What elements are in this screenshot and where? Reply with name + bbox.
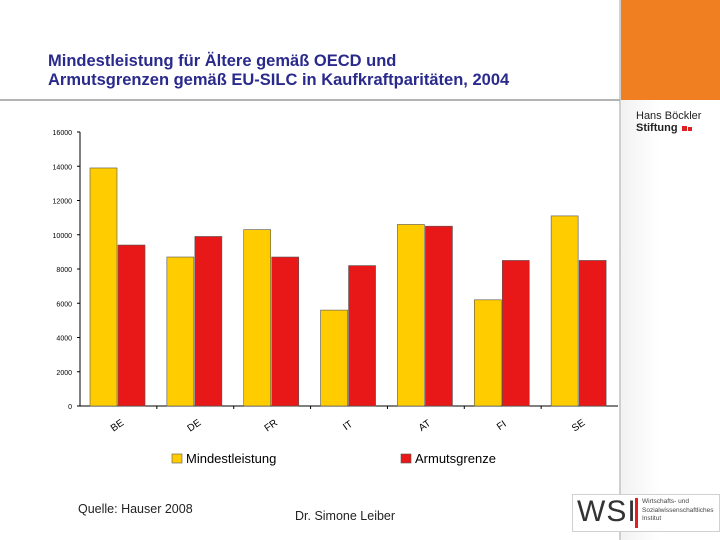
legend-swatch-armutsgrenze: [400, 453, 412, 464]
logo-square-icon: [681, 126, 687, 131]
logo-square-small-icon: [687, 127, 692, 131]
bar-mindestleistung-se: [550, 215, 579, 407]
bar-armutsgrenze-be: [117, 244, 146, 407]
footer-source: Quelle: Hauser 2008: [78, 502, 193, 516]
wsi-logo-bar: [635, 498, 638, 528]
slide-title: Mindestleistung für Ältere gemäß OECD un…: [48, 52, 618, 90]
bar-mindestleistung-de: [166, 256, 195, 407]
y-tick-label: 10000: [53, 233, 73, 240]
legend-label-armutsgrenze: Armutsgrenze: [415, 451, 496, 466]
x-tick-label: IT: [341, 419, 355, 433]
x-tick-label: BE: [109, 417, 127, 434]
y-tick-label: 4000: [56, 336, 72, 343]
wsi-logo-letters: WSI: [577, 495, 637, 528]
y-tick-label: 16000: [53, 130, 73, 137]
y-tick-label: 8000: [56, 267, 72, 274]
x-tick-label: AT: [417, 418, 433, 434]
bar-armutsgrenze-se: [578, 260, 607, 407]
y-tick-label: 6000: [56, 301, 72, 308]
y-tick-label: 12000: [53, 199, 73, 206]
y-tick-label: 0: [68, 404, 72, 411]
y-tick-label: 2000: [56, 370, 72, 377]
bar-armutsgrenze-fi: [501, 260, 530, 407]
bar-armutsgrenze-at: [425, 225, 453, 407]
wsi-logo: WSI Wirtschafts- und Sozialwissenschaftl…: [572, 494, 720, 532]
footer-author: Dr. Simone Leiber: [295, 509, 396, 523]
slide-title-line-1: Mindestleistung für Ältere gemäß OECD un…: [48, 52, 397, 70]
slide-title-line-2: Armutsgrenzen gemäß EU-SILC in Kaufkraft…: [48, 71, 510, 89]
vertical-divider: [619, 0, 621, 540]
bar-armutsgrenze-fr: [271, 256, 300, 407]
hans-boeckler-logo-line2: Stiftung: [636, 122, 678, 134]
wsi-logo-text-line2: Sozialwissenschaftliches: [642, 506, 714, 514]
wsi-logo-text-line1: Wirtschafts- und: [642, 498, 689, 505]
x-tick-label: FI: [495, 419, 509, 433]
bar-mindestleistung-fr: [243, 229, 272, 407]
legend-swatch-mindestleistung: [171, 453, 183, 464]
x-tick-label: DE: [186, 417, 204, 434]
bar-mindestleistung-at: [397, 224, 425, 407]
hans-boeckler-logo: Hans Böckler Stiftung: [636, 110, 716, 134]
x-tick-label: SE: [570, 417, 588, 434]
legend-label-mindestleistung: Mindestleistung: [186, 451, 276, 466]
bar-armutsgrenze-de: [194, 236, 223, 407]
bar-armutsgrenze-it: [348, 265, 376, 407]
wsi-logo-text-line3: Institut: [642, 515, 662, 522]
y-tick-label: 14000: [53, 164, 73, 171]
brand-stripe-orange: [621, 0, 720, 100]
hans-boeckler-logo-line1: Hans Böckler: [636, 110, 702, 122]
title-divider: [0, 99, 620, 101]
bar-mindestleistung-fi: [473, 299, 502, 407]
bar-mindestleistung-it: [320, 309, 348, 407]
brand-stripe-light: [621, 100, 720, 540]
bar-mindestleistung-be: [89, 167, 118, 407]
x-tick-label: FR: [263, 418, 280, 435]
wsi-logo-text: Wirtschafts- und Sozialwissenschaftliche…: [642, 498, 716, 524]
